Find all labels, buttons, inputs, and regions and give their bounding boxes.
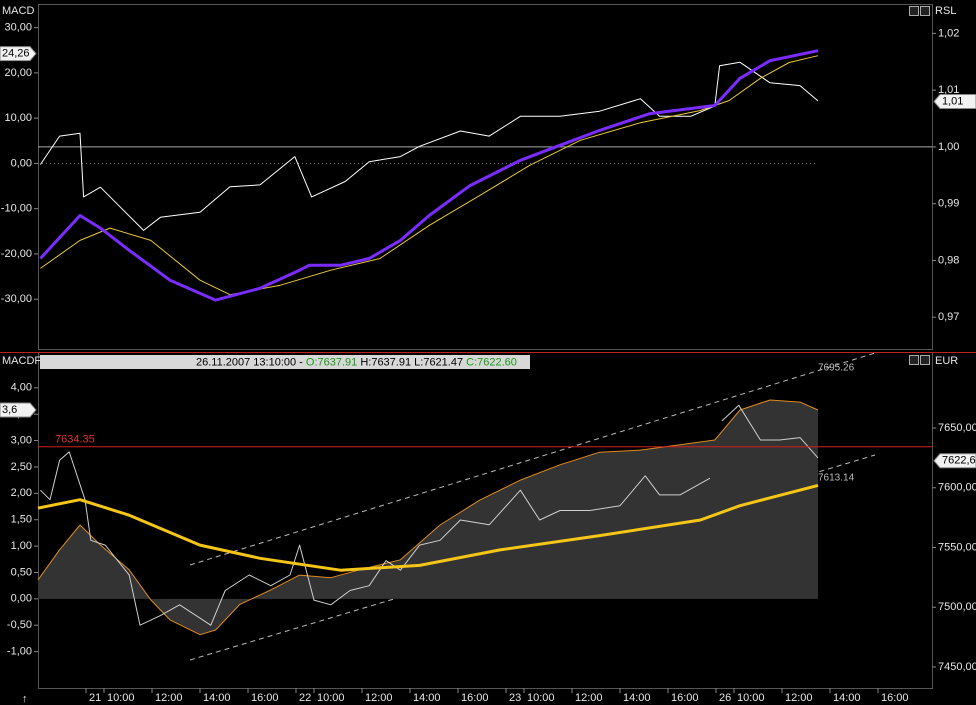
value-badge bbox=[0, 402, 37, 418]
y-tick-label: 2,50 bbox=[11, 461, 32, 473]
info-low: L:7621.47 bbox=[411, 356, 463, 368]
y-tick-label: 0,00 bbox=[11, 593, 32, 605]
x-tick-label: 16:00 bbox=[251, 692, 279, 704]
panel-title: MACD bbox=[2, 5, 34, 17]
y2-tick-label: 1,02 bbox=[938, 27, 959, 39]
y2-tick-label: 7500,00 bbox=[938, 601, 976, 613]
top-panel-frame bbox=[38, 4, 933, 350]
window-buttons[interactable] bbox=[909, 6, 930, 365]
x-tick-label: 21 bbox=[89, 692, 101, 704]
series-line bbox=[37, 483, 819, 572]
series-line bbox=[39, 61, 819, 231]
y2-tick-label: 0,99 bbox=[938, 198, 959, 210]
y2-tick-label: 7650,00 bbox=[938, 422, 976, 434]
series-line bbox=[39, 49, 819, 302]
y-tick-label: -0,50 bbox=[7, 619, 32, 631]
x-tick-label: 14:00 bbox=[833, 692, 861, 704]
x-tick-label: 10:00 bbox=[317, 692, 345, 704]
y-tick-label: 1,00 bbox=[11, 540, 32, 552]
y2-tick-label: 0,97 bbox=[938, 311, 959, 323]
value-badge-label: 7622,6 bbox=[942, 455, 976, 467]
x-tick-label: 10:00 bbox=[527, 692, 555, 704]
x-tick-label: 12:00 bbox=[575, 692, 603, 704]
y-tick-label: 0,50 bbox=[11, 566, 32, 578]
y2-tick-label: 7600,00 bbox=[938, 482, 976, 494]
series-line bbox=[40, 404, 819, 626]
y2-tick-label: 7450,00 bbox=[938, 661, 976, 673]
channel-label: 7613.14 bbox=[818, 473, 855, 484]
panel-title-right: RSL bbox=[935, 5, 956, 17]
y-tick-label: 30,00 bbox=[4, 22, 32, 34]
channel-label: 7695.26 bbox=[818, 363, 855, 374]
area bbox=[38, 400, 818, 635]
x-tick-label: 12:00 bbox=[365, 692, 393, 704]
value-badge bbox=[0, 46, 37, 62]
x-tick-label: 14:00 bbox=[203, 692, 231, 704]
x-tick-label: 16:00 bbox=[881, 692, 909, 704]
y-tick-label: 2,00 bbox=[11, 487, 32, 499]
info-text: 26.11.2007 13:10:00 - O:7637.91 H:7637.9… bbox=[196, 356, 517, 368]
level-label: 7634.35 bbox=[55, 434, 95, 446]
y2-tick-label: 0,98 bbox=[938, 254, 959, 266]
x-tick-label: 10:00 bbox=[737, 692, 765, 704]
y-tick-label: 3,00 bbox=[11, 434, 32, 446]
y2-tick-label: 1,00 bbox=[938, 141, 959, 153]
y-tick-label: 1,50 bbox=[11, 514, 32, 526]
x-tick-label: 16:00 bbox=[671, 692, 699, 704]
x-tick-label: 16:00 bbox=[461, 692, 489, 704]
x-tick-label: 22 bbox=[299, 692, 311, 704]
x-tick-label: 23 bbox=[509, 692, 521, 704]
panel: 4,003,503,002,502,001,501,000,500,00-0,5… bbox=[0, 363, 976, 704]
y2-tick-label: 1,01 bbox=[938, 84, 959, 96]
y-tick-label: -30,00 bbox=[1, 293, 32, 305]
y-tick-label: -1,00 bbox=[7, 646, 32, 658]
scroll-arrow[interactable]: ↑ bbox=[22, 693, 28, 705]
panel-title: MACDF bbox=[2, 355, 41, 367]
y-tick-label: -10,00 bbox=[1, 203, 32, 215]
panel: 30,00 20,00 10,00 0,00 -10,00 -20,00 -30,00 1,0… bbox=[0, 22, 976, 323]
x-tick-label: 26 bbox=[719, 692, 731, 704]
channel-upper bbox=[189, 352, 876, 566]
info-open: O:7637.91 bbox=[306, 356, 357, 368]
value-badge-label: 24,26 bbox=[2, 48, 30, 60]
y2-tick-label: 7550,00 bbox=[938, 541, 976, 553]
x-tick-label: 12:00 bbox=[785, 692, 813, 704]
restore-button[interactable] bbox=[909, 6, 919, 16]
info-high: H:7637.91 bbox=[357, 356, 411, 368]
x-tick-label: 14:00 bbox=[413, 692, 441, 704]
x-tick-label: 12:00 bbox=[155, 692, 183, 704]
value-badge bbox=[933, 94, 976, 110]
panel-title-right: EUR bbox=[935, 355, 958, 367]
close-button[interactable] bbox=[920, 355, 930, 365]
value-badge-label: 3,6 bbox=[2, 404, 17, 416]
value-badge-label: 1,01 bbox=[942, 95, 963, 107]
value-badge bbox=[933, 453, 976, 469]
y-tick-label: -20,00 bbox=[1, 248, 32, 260]
y-tick-label: 20,00 bbox=[4, 67, 32, 79]
info-close: C:7622.60 bbox=[463, 356, 517, 368]
y-tick-label: 4,00 bbox=[11, 382, 32, 394]
y-tick-label: 10,00 bbox=[4, 112, 32, 124]
x-tick-label: 14:00 bbox=[623, 692, 651, 704]
y-tick-label: 0,00 bbox=[11, 157, 32, 169]
info-bar bbox=[40, 355, 530, 369]
close-button[interactable] bbox=[920, 6, 930, 16]
restore-button[interactable] bbox=[909, 355, 919, 365]
series-line bbox=[40, 55, 819, 296]
x-tick-label: 10:00 bbox=[107, 692, 135, 704]
info-datetime: 26.11.2007 13:10:00 - bbox=[196, 356, 306, 368]
